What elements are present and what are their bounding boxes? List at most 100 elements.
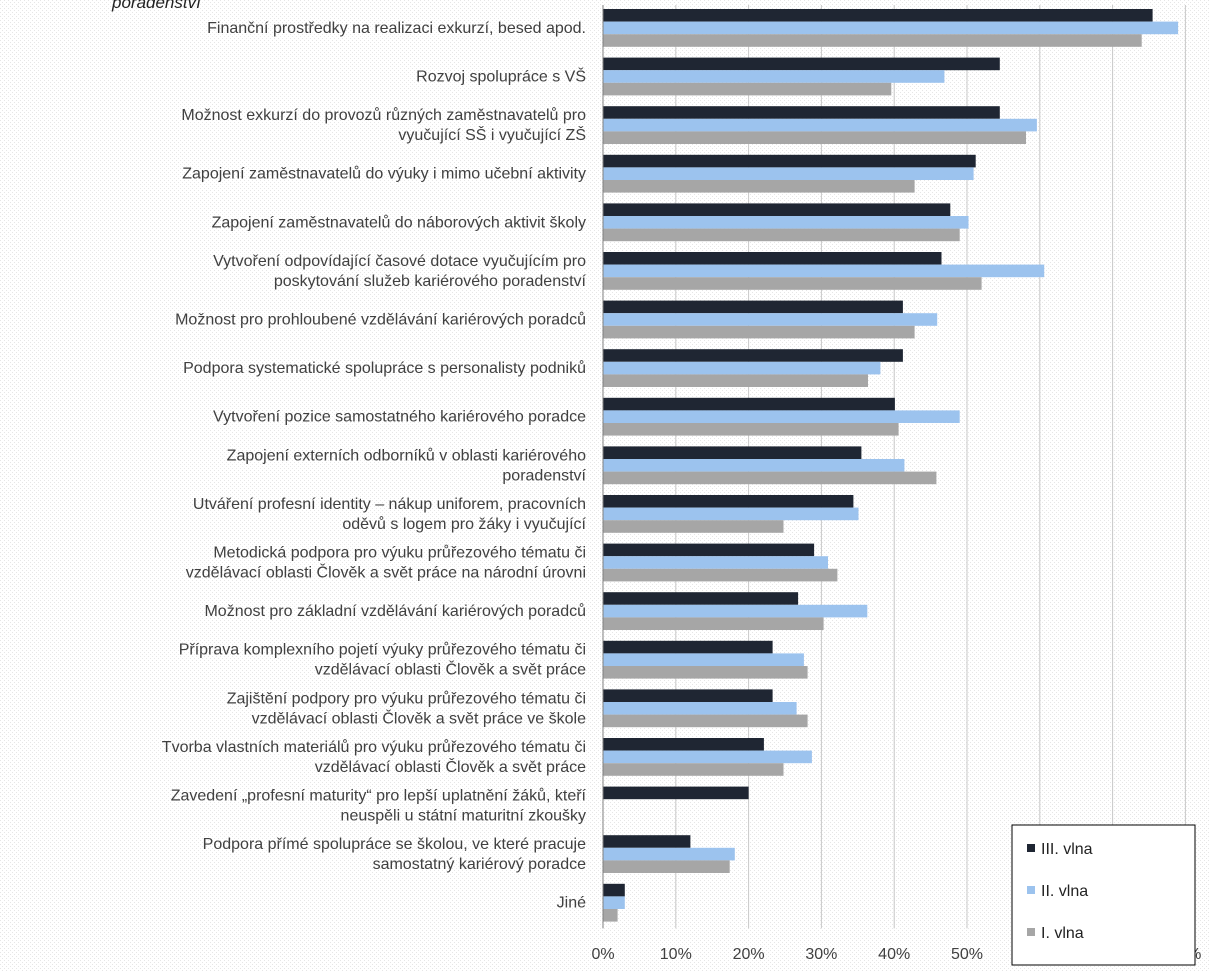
- category-label: poradenství: [502, 467, 586, 484]
- bar-iii-vlna: [603, 154, 976, 168]
- bar-iii-vlna: [603, 446, 862, 459]
- bar-iii-vlna: [603, 349, 903, 362]
- bar-iii-vlna: [603, 300, 903, 314]
- category-label: vzdělávací oblasti Člověk a svět práce: [315, 757, 586, 776]
- bar-ii-vlna: [603, 896, 625, 909]
- bar-ii-vlna: [603, 702, 797, 715]
- bar-ii-vlna: [603, 118, 1037, 132]
- x-tick-label: 10%: [660, 946, 692, 963]
- category-label: Podpora systematické spolupráce s person…: [183, 359, 586, 377]
- bar-ii-vlna: [603, 556, 828, 569]
- category-label: Zapojení externích odborníků v oblasti k…: [227, 446, 586, 464]
- category-label: Příprava komplexního pojetí výuky průřez…: [179, 641, 586, 659]
- category-label: Zajištění podpory pro výuku průřezového …: [227, 689, 586, 707]
- bar-i-vlna: [603, 423, 899, 436]
- category-label: neuspěli u státní maturitní zkoušky: [341, 808, 586, 825]
- bar-iii-vlna: [603, 592, 799, 605]
- category-label: Podpora přímé spolupráce se školou, ve k…: [203, 836, 586, 853]
- bar-i-vlna: [603, 228, 960, 242]
- category-label: Jiné: [557, 895, 586, 912]
- bar-i-vlna: [603, 131, 1026, 144]
- bar-ii-vlna: [603, 216, 969, 229]
- category-label: Možnost pro prohloubené vzdělávání karié…: [175, 311, 586, 329]
- bar-i-vlna: [603, 82, 892, 96]
- category-label: Utváření profesní identity – nákup unifo…: [193, 496, 586, 513]
- bar-iii-vlna: [603, 252, 942, 265]
- bar-ii-vlna: [603, 410, 960, 423]
- bar-ii-vlna: [603, 847, 735, 861]
- bar-i-vlna: [603, 325, 915, 339]
- bar-iii-vlna: [603, 786, 749, 800]
- category-label: vyučující SŠ i vyučující ZŠ: [398, 125, 586, 144]
- category-label: oděvů s logem pro žáky i vyučující: [342, 515, 586, 533]
- category-label: poskytování služeb kariérového poradenst…: [274, 273, 587, 290]
- category-label: Zavedení „profesní maturity“ pro lepší u…: [171, 787, 587, 805]
- bar-i-vlna: [603, 909, 618, 922]
- bar-i-vlna: [603, 666, 808, 679]
- bar-ii-vlna: [603, 459, 905, 472]
- bar-ii-vlna: [603, 21, 1179, 35]
- x-tick-label: 0%: [591, 946, 614, 963]
- legend-swatch: [1027, 844, 1035, 852]
- bar-i-vlna: [603, 374, 868, 387]
- bar-i-vlna: [603, 617, 824, 630]
- bar-i-vlna: [603, 714, 808, 728]
- x-tick-label: 50%: [951, 946, 983, 963]
- bar-ii-vlna: [603, 653, 804, 666]
- legend-label: I. vlna: [1041, 925, 1084, 942]
- legend-swatch: [1027, 886, 1035, 894]
- bar-iii-vlna: [603, 9, 1153, 22]
- bar-iii-vlna: [603, 106, 1000, 119]
- legend: III. vlna II. vlna I. vlna: [1011, 824, 1196, 966]
- category-label: Možnost pro základní vzdělávání kariérov…: [204, 602, 586, 620]
- bar-iii-vlna: [603, 495, 854, 508]
- bar-i-vlna: [603, 568, 838, 582]
- category-label: Zapojení zaměstnavatelů do náborových ak…: [212, 213, 586, 231]
- bar-ii-vlna: [603, 604, 868, 618]
- category-label: vzdělávací oblasti Člověk a svět práce v…: [252, 708, 586, 727]
- bar-i-vlna: [603, 520, 784, 533]
- category-label: Finanční prostředky na realizaci exkurzí…: [207, 20, 586, 37]
- x-tick-label: 40%: [878, 946, 910, 963]
- bar-ii-vlna: [603, 70, 945, 83]
- bar-ii-vlna: [603, 361, 881, 375]
- category-labels: Finanční prostředky na realizaci exkurzí…: [162, 20, 587, 912]
- x-axis: 0%10%20%30%40%50%60%70%80%: [591, 5, 1201, 963]
- bar-i-vlna: [603, 34, 1142, 47]
- category-label: Zapojení zaměstnavatelů do výuky i mimo …: [182, 165, 586, 183]
- bar-iii-vlna: [603, 738, 764, 751]
- x-tick-label: 20%: [733, 946, 765, 963]
- bar-iii-vlna: [603, 543, 815, 557]
- bar-i-vlna: [603, 180, 915, 193]
- category-label: samostatný kariérový poradce: [373, 856, 587, 873]
- category-label: Metodická podpora pro výuku průřezového …: [213, 544, 586, 562]
- bar-iii-vlna: [603, 397, 895, 411]
- bar-iii-vlna: [603, 57, 1000, 71]
- category-label: Možnost exkurzí do provozů různých zaměs…: [181, 106, 586, 124]
- bar-ii-vlna: [603, 167, 974, 180]
- bar-i-vlna: [603, 277, 982, 290]
- legend-swatch: [1027, 928, 1035, 936]
- category-label: Rozvoj spolupráce s VŠ: [416, 67, 586, 86]
- chart-title: poradenství: [111, 0, 203, 12]
- bar-ii-vlna: [603, 264, 1045, 278]
- bar-iii-vlna: [603, 689, 773, 702]
- bar-iii-vlna: [603, 640, 773, 654]
- bar-i-vlna: [603, 860, 730, 873]
- bars: [603, 9, 1179, 922]
- category-label: vzdělávací oblasti Člověk a svět práce n…: [186, 563, 586, 582]
- bar-ii-vlna: [603, 750, 812, 764]
- bar-i-vlna: [603, 471, 937, 485]
- category-label: Vytvoření odpovídající časové dotace vyu…: [213, 253, 586, 270]
- bar-iii-vlna: [603, 883, 625, 897]
- bar-ii-vlna: [603, 313, 938, 326]
- bar-iii-vlna: [603, 203, 951, 216]
- legend-box: [1011, 824, 1196, 966]
- bar-i-vlna: [603, 763, 784, 776]
- bar-ii-vlna: [603, 507, 859, 521]
- bar-iii-vlna: [603, 835, 691, 848]
- legend-label: II. vlna: [1041, 883, 1088, 900]
- category-label: Vytvoření pozice samostatného kariérovéh…: [213, 409, 586, 426]
- x-tick-label: 30%: [805, 946, 837, 963]
